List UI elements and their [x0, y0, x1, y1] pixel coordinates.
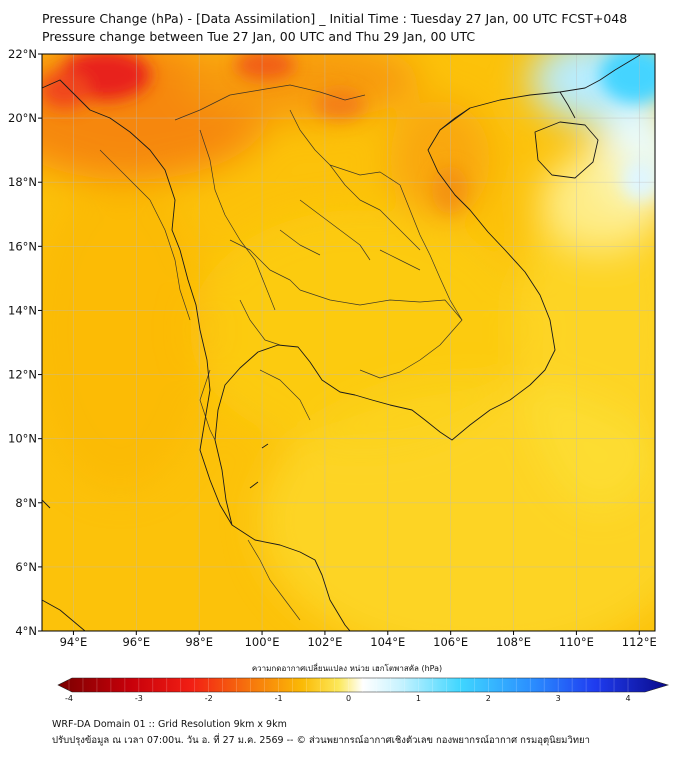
colorbar-tick-label: 4 — [625, 694, 630, 703]
colorbar-tick-label: -2 — [205, 694, 213, 703]
lat-tick-label: 8°N — [15, 496, 37, 510]
country-borders — [99, 84, 463, 621]
lat-tick-label: 16°N — [8, 239, 37, 253]
pressure-field — [42, 54, 655, 631]
lon-tick-label: 98°E — [185, 635, 213, 649]
lon-tick-label: 94°E — [60, 635, 88, 649]
colorbar-tick-label: -3 — [135, 694, 143, 703]
coastlines — [42, 54, 641, 631]
lon-tick-label: 96°E — [122, 635, 150, 649]
colorbar-tick-label: 3 — [556, 694, 561, 703]
colorbar-tick-label: 0 — [346, 694, 351, 703]
lon-tick-label: 104°E — [370, 635, 405, 649]
longitude-ticks: 94°E 96°E 98°E 100°E 102°E 104°E 106°E 108°E 110… — [60, 631, 657, 649]
colorbar: -4 -3 -2 -1 0 1 2 3 4 — [57, 677, 670, 703]
colorbar-tick-label: -1 — [275, 694, 283, 703]
chart-subtitle: Pressure change between Tue 27 Jan, 00 U… — [42, 29, 476, 44]
latitude-ticks: 4°N 6°N 8°N 10°N 12°N 14°N 16°N 18°N 20°N 22°N — [8, 47, 42, 638]
map-frame — [41, 53, 656, 632]
lat-tick-label: 10°N — [8, 432, 37, 446]
lon-tick-label: 110°E — [559, 635, 594, 649]
lat-tick-label: 22°N — [8, 47, 37, 61]
footer-credit: ปรับปรุงข้อมูล ณ เวลา 07:00น. วัน อ. ที่… — [52, 735, 590, 746]
lon-tick-label: 106°E — [433, 635, 468, 649]
lat-tick-label: 6°N — [15, 560, 37, 574]
footer-model-info: WRF-DA Domain 01 :: Grid Resolution 9km … — [52, 719, 287, 730]
lat-tick-label: 14°N — [8, 303, 37, 317]
gridlines — [42, 53, 655, 632]
colorbar-tick-label: 2 — [486, 694, 491, 703]
chart-title: Pressure Change (hPa) - [Data Assimilati… — [42, 11, 628, 26]
lon-tick-label: 102°E — [307, 635, 342, 649]
lat-tick-label: 4°N — [15, 624, 37, 638]
lat-tick-label: 20°N — [8, 111, 37, 125]
lat-tick-label: 12°N — [8, 368, 37, 382]
lat-tick-label: 18°N — [8, 175, 37, 189]
lon-tick-label: 100°E — [245, 635, 280, 649]
lon-tick-label: 112°E — [622, 635, 657, 649]
colorbar-tick-label: -4 — [65, 694, 73, 703]
lon-tick-label: 108°E — [496, 635, 531, 649]
colorbar-title: ความกดอากาศเปลี่ยนแปลง หน่วย เฮกโตพาสคัล… — [252, 662, 442, 673]
colorbar-tick-label: 1 — [416, 694, 421, 703]
